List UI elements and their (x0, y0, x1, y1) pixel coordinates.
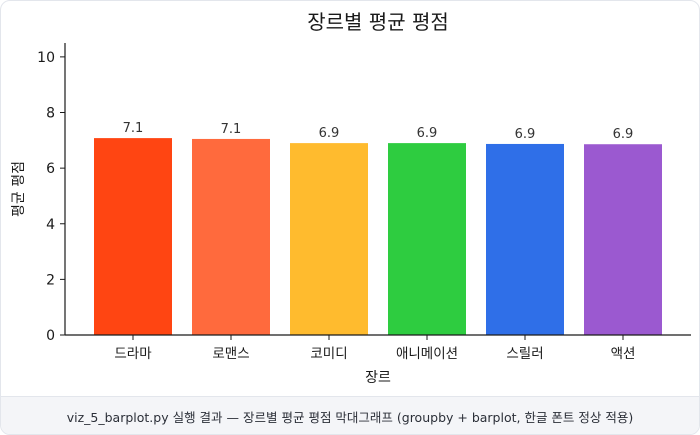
chart-title: 장르별 평균 평점 (307, 10, 449, 34)
bar-2 (192, 138, 270, 335)
caption-text: viz_5_barplot.py 실행 결과 — 장르별 평균 평점 막대그래프… (66, 409, 634, 425)
value-labels-group: 7.1 7.1 6.9 6.9 6.9 6.9 (123, 121, 634, 142)
bar-1 (94, 138, 172, 335)
y-tick-label: 4 (46, 217, 55, 233)
y-tick-label: 10 (37, 50, 55, 66)
x-tick-label: 코미디 (310, 346, 347, 362)
y-tick-label: 0 (46, 328, 55, 344)
bars-group (94, 138, 662, 335)
bar-value-label: 7.1 (221, 122, 242, 137)
x-tick-label: 드라마 (114, 346, 152, 362)
bar-value-label: 6.9 (417, 126, 438, 141)
plot-area: 장르별 평균 평점 장르 평균 평점 7.1 7.1 6.9 6.9 6.9 6.9 드라… (1, 1, 699, 396)
bar-3 (290, 143, 368, 335)
bar-value-label: 6.9 (319, 126, 340, 141)
x-tick-label: 액션 (611, 346, 636, 362)
bar-value-label: 7.1 (123, 121, 144, 136)
x-tick-label: 스릴러 (506, 346, 543, 362)
x-tick-label: 애니메이션 (396, 346, 458, 362)
y-tick-label: 8 (46, 106, 55, 122)
y-ticks-group: 0 2 4 6 8 10 (37, 50, 65, 344)
bar-value-label: 6.9 (613, 127, 634, 142)
bar-4 (388, 143, 466, 335)
x-ticks-group: 드라마 로맨스 코미디 애니메이션 스릴러 액션 (114, 335, 635, 362)
bar-5 (486, 143, 564, 335)
y-tick-label: 2 (46, 272, 55, 288)
bar-chart: 장르별 평균 평점 장르 평균 평점 7.1 7.1 6.9 6.9 6.9 6.9 드라… (11, 10, 691, 386)
y-tick-label: 6 (46, 161, 55, 177)
bar-6 (584, 144, 662, 335)
y-axis-label: 평균 평점 (11, 161, 27, 217)
caption-bar: viz_5_barplot.py 실행 결과 — 장르별 평균 평점 막대그래프… (1, 396, 699, 434)
x-axis-label: 장르 (365, 370, 391, 386)
x-tick-label: 로맨스 (212, 346, 249, 362)
bar-value-label: 6.9 (515, 127, 536, 142)
